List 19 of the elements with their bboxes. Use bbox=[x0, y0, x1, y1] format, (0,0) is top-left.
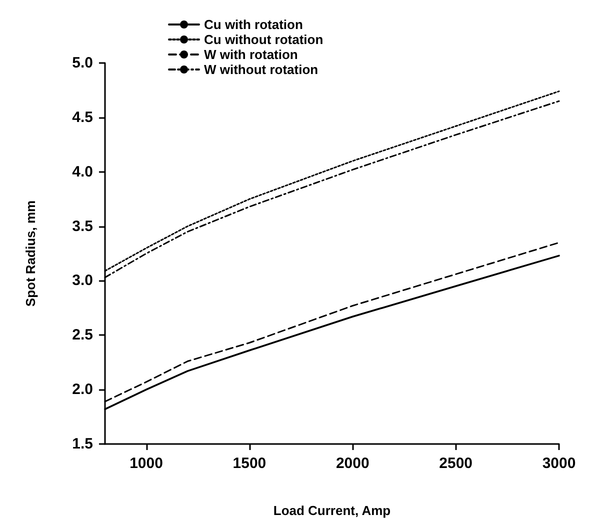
legend-label: Cu without rotation bbox=[204, 32, 324, 47]
x-tick-label: 1000 bbox=[130, 455, 163, 472]
x-tick-label: 2000 bbox=[336, 455, 370, 472]
y-tick-label: 3.0 bbox=[72, 272, 93, 290]
x-tick-label: 3000 bbox=[542, 455, 576, 472]
legend-label: Cu with rotation bbox=[204, 17, 303, 32]
x-axis-title: Load Current, Amp bbox=[273, 503, 391, 518]
y-tick-label: 2.5 bbox=[72, 326, 93, 344]
y-tick-label: 2.0 bbox=[72, 381, 93, 398]
x-tick-label: 2500 bbox=[439, 455, 473, 472]
y-tick-label: 3.5 bbox=[72, 218, 93, 235]
y-tick-label: 5.0 bbox=[72, 54, 93, 72]
y-axis-title: Spot Radius, mm bbox=[23, 200, 38, 307]
y-tick-label: 4.0 bbox=[72, 163, 93, 180]
y-tick-label: 4.5 bbox=[72, 108, 93, 126]
x-tick-label: 1500 bbox=[232, 455, 266, 472]
y-tick-label: 1.5 bbox=[72, 436, 93, 452]
legend-label: W with rotation bbox=[204, 47, 298, 62]
legend-label: W without rotation bbox=[204, 62, 318, 77]
